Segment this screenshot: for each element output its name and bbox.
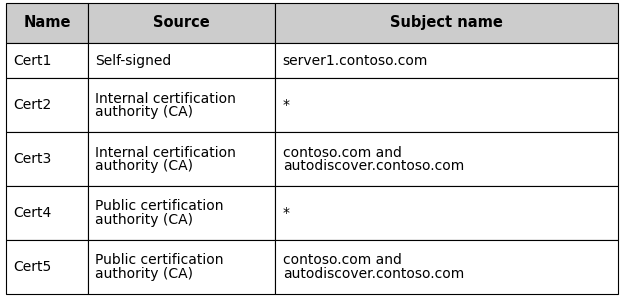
Text: Internal certification: Internal certification (95, 92, 236, 106)
Bar (6, 78, 87, 132)
Bar (87, 3, 275, 43)
Text: authority (CA): authority (CA) (95, 159, 193, 173)
Text: Cert5: Cert5 (14, 260, 52, 274)
Bar (275, 240, 618, 294)
Text: Self-signed: Self-signed (95, 54, 172, 68)
Bar (87, 132, 275, 186)
Text: contoso.com and: contoso.com and (283, 253, 402, 267)
Text: server1.contoso.com: server1.contoso.com (283, 54, 428, 68)
Text: Cert4: Cert4 (14, 206, 52, 220)
Text: Cert2: Cert2 (14, 98, 52, 112)
Bar (6, 240, 87, 294)
Text: authority (CA): authority (CA) (95, 267, 193, 281)
Text: contoso.com and: contoso.com and (283, 146, 402, 159)
Text: Name: Name (23, 15, 71, 31)
Text: Public certification: Public certification (95, 253, 223, 267)
Text: *: * (283, 206, 290, 220)
Bar (87, 240, 275, 294)
Text: Subject name: Subject name (390, 15, 503, 31)
Bar (275, 3, 618, 43)
Bar (87, 43, 275, 78)
Text: Public certification: Public certification (95, 200, 223, 214)
Bar (6, 132, 87, 186)
Bar (6, 43, 87, 78)
Text: Cert1: Cert1 (14, 54, 52, 68)
Text: autodiscover.contoso.com: autodiscover.contoso.com (283, 267, 464, 281)
Bar (275, 132, 618, 186)
Bar (6, 3, 87, 43)
Text: Source: Source (153, 15, 210, 31)
Text: authority (CA): authority (CA) (95, 213, 193, 227)
Text: Internal certification: Internal certification (95, 146, 236, 159)
Text: *: * (283, 98, 290, 112)
Text: authority (CA): authority (CA) (95, 105, 193, 119)
Text: Cert3: Cert3 (14, 152, 52, 166)
Bar (275, 78, 618, 132)
Text: autodiscover.contoso.com: autodiscover.contoso.com (283, 159, 464, 173)
Bar (87, 186, 275, 240)
Bar (275, 186, 618, 240)
Bar (6, 186, 87, 240)
Bar (275, 43, 618, 78)
Bar (87, 78, 275, 132)
